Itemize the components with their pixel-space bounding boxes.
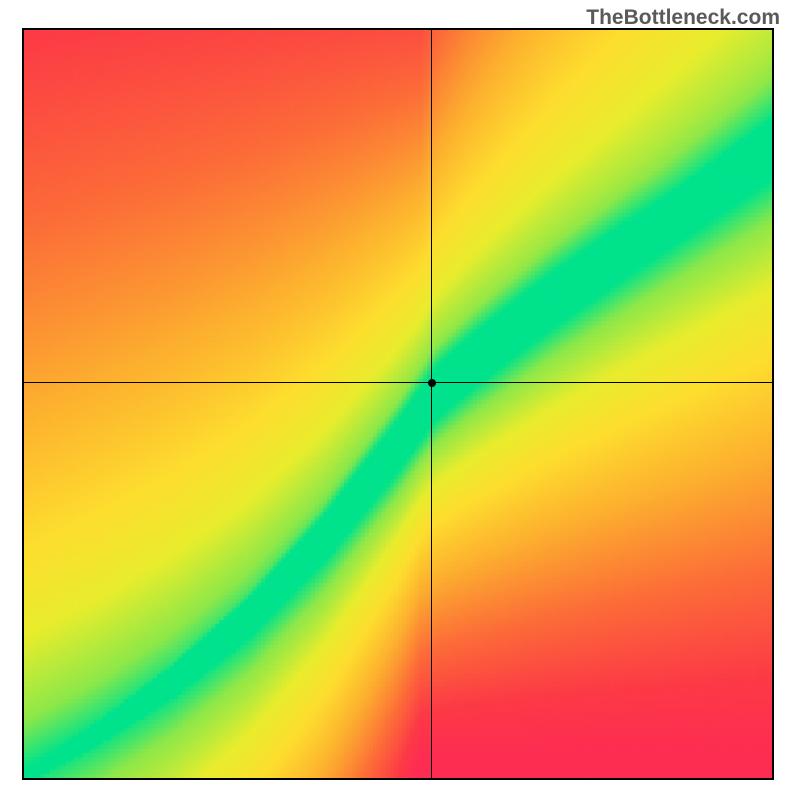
- heatmap-canvas: [24, 30, 772, 778]
- watermark-text: TheBottleneck.com: [586, 6, 780, 30]
- bottleneck-heatmap: [22, 28, 774, 780]
- crosshair-vertical: [431, 30, 432, 778]
- crosshair-marker-dot: [428, 379, 436, 387]
- crosshair-horizontal: [24, 382, 772, 383]
